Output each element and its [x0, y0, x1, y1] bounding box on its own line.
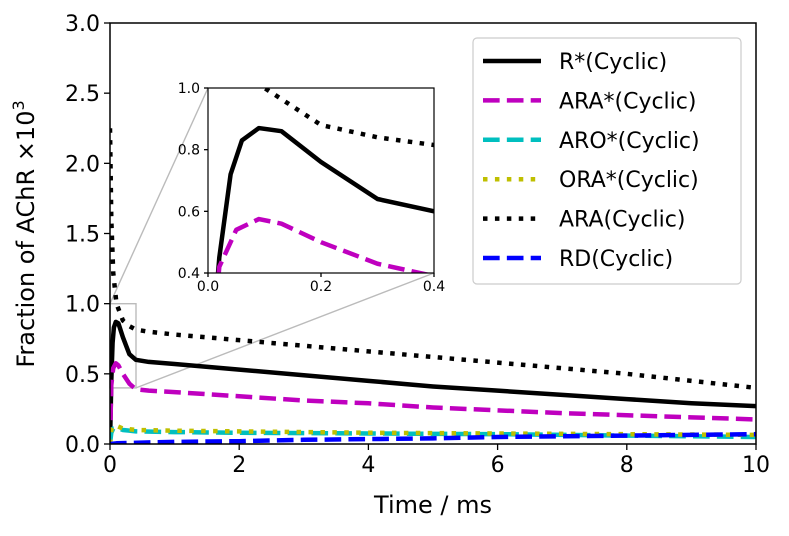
legend: R*(Cyclic) ARA*(Cyclic) ARO*(Cyclic) ORA*(C…	[472, 37, 742, 285]
main-series-line-5	[110, 431, 756, 444]
inset-series-line-0	[215, 125, 434, 273]
inset-y-tick-label-3: 1.0	[178, 81, 200, 97]
legend-label-3: ORA*(Cyclic)	[559, 168, 699, 193]
main-series-line-1	[110, 361, 756, 444]
main-series-line-3	[110, 423, 756, 444]
x-axis-label: Time / ms	[373, 491, 492, 519]
inset-y-tick-label-2: 0.8	[178, 143, 200, 159]
inset-series-line-1	[216, 216, 431, 273]
inset-series-line-5	[208, 375, 789, 397]
inset-background	[208, 88, 434, 273]
y-axis-label-base: Fraction of AChR ×10	[12, 111, 40, 368]
inset-y-tick-label-0: 0.4	[178, 266, 200, 282]
inset-x-tick-label-2: 0.4	[423, 279, 445, 295]
main-y-tick-label-1: 0.5	[65, 363, 100, 388]
main-x-tick-label-2: 4	[361, 453, 375, 478]
y-axis-label-exponent: 3	[9, 100, 28, 110]
zoom-connector-top	[109, 87, 209, 304]
legend-label-0: R*(Cyclic)	[559, 50, 667, 75]
inset-series	[208, 88, 789, 397]
legend-label-2: ARO*(Cyclic)	[559, 129, 700, 154]
zoom-connectors	[109, 87, 435, 389]
inset-x-tick-label-1: 0.2	[310, 279, 332, 295]
x-axis-ticks: 0 2 4 6 8 10	[103, 444, 770, 478]
main-series-line-0	[110, 319, 756, 444]
inset-x-tick-label-0: 0.0	[197, 279, 219, 295]
main-series-line-4	[110, 128, 756, 391]
main-y-tick-label-5: 2.5	[65, 82, 100, 107]
main-x-tick-label-5: 10	[742, 453, 770, 478]
y-axis-ticks: 0.0 0.5 1.0 1.5 2.0 2.5 3.0	[65, 12, 110, 458]
main-x-tick-label-0: 0	[103, 453, 117, 478]
main-y-tick-label-6: 3.0	[65, 12, 100, 37]
main-x-tick-label-4: 8	[620, 453, 634, 478]
legend-label-1: ARA*(Cyclic)	[559, 89, 696, 114]
main-series	[110, 128, 756, 444]
legend-label-5: RD(Cyclic)	[559, 247, 673, 272]
inset-x-axis-ticks: 0.0 0.2 0.4	[197, 273, 445, 295]
main-y-tick-label-3: 1.5	[65, 222, 100, 247]
y-axis-label: Fraction of AChR ×103	[9, 100, 40, 367]
inset-y-axis-ticks: 0.4 0.6 0.8 1.0	[178, 81, 208, 282]
zoom-connector-bottom	[135, 272, 435, 389]
inset-axes: 0.0 0.2 0.4 0.4 0.6 0.8 1.0	[178, 81, 789, 397]
main-y-tick-label-4: 2.0	[65, 152, 100, 177]
main-x-tick-label-1: 2	[232, 453, 246, 478]
main-y-tick-label-2: 1.0	[65, 293, 100, 318]
legend-label-4: ARA(Cyclic)	[559, 208, 685, 233]
main-y-tick-label-0: 0.0	[65, 433, 100, 458]
main-x-tick-label-3: 6	[491, 453, 505, 478]
legend-items: R*(Cyclic) ARA*(Cyclic) ARO*(Cyclic) ORA*(C…	[483, 50, 700, 272]
inset-y-tick-label-1: 0.6	[178, 204, 200, 220]
